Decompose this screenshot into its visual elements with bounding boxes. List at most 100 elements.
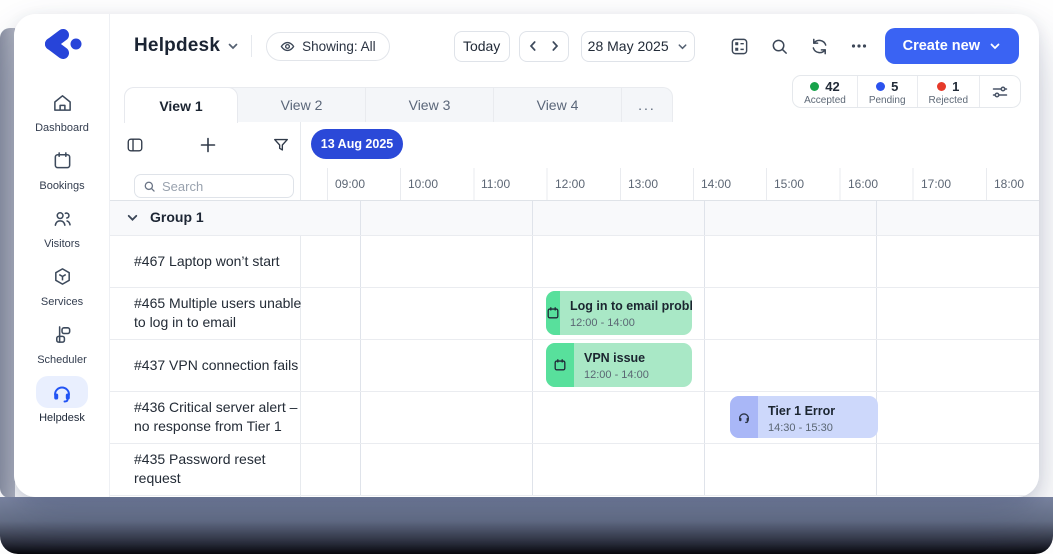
sidebar-item-visitors[interactable]: Visitors <box>14 202 110 260</box>
search-field <box>134 174 294 198</box>
create-new-button[interactable]: Create new <box>884 28 1019 64</box>
sidebar-item-label: Helpdesk <box>39 412 85 424</box>
page-title: Helpdesk <box>134 35 221 56</box>
search-icon <box>143 180 156 193</box>
header: Helpdesk Showing: All Today <box>110 26 1039 66</box>
main-area: Helpdesk Showing: All Today <box>110 14 1039 497</box>
rejected-dot <box>937 82 947 91</box>
create-new-label: Create new <box>902 38 980 54</box>
tab-view-2[interactable]: View 2 <box>238 88 366 122</box>
chevron-right-icon[interactable] <box>550 40 560 52</box>
ticket-row[interactable]: #436 Critical server alert – no response… <box>134 399 298 434</box>
photo-bottom-band <box>0 497 1053 554</box>
showing-filter-label: Showing: All <box>302 38 376 54</box>
sliders-icon[interactable] <box>980 76 1020 107</box>
event-vpn-issue[interactable]: VPN issue 12:00 - 14:00 <box>546 343 692 387</box>
search-icon[interactable] <box>770 37 789 56</box>
ticket-row[interactable]: #437 VPN connection fails <box>134 356 299 373</box>
title-chevron-down-icon[interactable] <box>227 40 239 52</box>
box-icon <box>36 260 88 292</box>
time-tick: 11:00 <box>481 177 511 191</box>
sidebar-item-label: Bookings <box>39 180 85 192</box>
sidebar-item-helpdesk[interactable]: Helpdesk <box>14 376 110 434</box>
calendar-icon <box>546 291 560 335</box>
event-tier1-error[interactable]: Tier 1 Error 14:30 - 15:30 <box>730 396 878 438</box>
ticket-row[interactable]: #435 Password reset request <box>134 451 266 486</box>
sidebar-item-services[interactable]: Services <box>14 260 110 318</box>
event-title: Log in to email problem <box>570 299 692 313</box>
selected-date-chip[interactable]: 13 Aug 2025 <box>311 129 403 159</box>
status-accepted[interactable]: 42 Accepted <box>793 76 858 107</box>
photo-left-edge <box>0 28 15 498</box>
time-tick: 15:00 <box>774 177 805 191</box>
group-header[interactable]: Group 1 <box>126 200 204 234</box>
tab-view-3[interactable]: View 3 <box>366 88 494 122</box>
app-logo <box>40 26 84 62</box>
status-pending[interactable]: 5 Pending <box>858 76 918 107</box>
time-tick: 09:00 <box>335 177 366 191</box>
header-icon-group <box>730 37 868 56</box>
more-options-icon[interactable] <box>850 37 868 55</box>
sidebar-item-bookings[interactable]: Bookings <box>14 144 110 202</box>
time-header-gridlines <box>327 168 989 200</box>
pending-count: 5 <box>891 79 899 94</box>
home-icon <box>36 86 88 118</box>
rejected-count: 1 <box>952 79 960 94</box>
event-email-problem[interactable]: Log in to email problem 12:00 - 14:00 <box>546 291 692 335</box>
layout-view-icon[interactable] <box>730 37 749 56</box>
today-button[interactable]: Today <box>453 30 510 62</box>
event-time: 14:30 - 15:30 <box>768 422 833 434</box>
accepted-count: 42 <box>825 79 840 94</box>
tab-more[interactable]: ... <box>638 97 656 113</box>
sidebar-nav: Dashboard Bookings <box>14 86 110 434</box>
status-summary: 42 Accepted 5 Pending 1 Rejected <box>792 75 1021 108</box>
tab-view-4[interactable]: View 4 <box>494 88 622 122</box>
event-title: Tier 1 Error <box>768 404 836 418</box>
sidebar-item-label: Services <box>40 296 84 308</box>
filter-funnel-icon[interactable] <box>271 135 291 155</box>
time-tick: 17:00 <box>921 177 952 191</box>
calendar-icon <box>546 343 574 387</box>
sidebar: Dashboard Bookings <box>14 14 110 497</box>
chevron-left-icon[interactable] <box>528 40 538 52</box>
showing-filter-pill[interactable]: Showing: All <box>266 31 390 61</box>
headset-icon <box>36 376 88 408</box>
date-picker-label: 28 May 2025 <box>587 38 669 54</box>
time-tick: 16:00 <box>848 177 879 191</box>
add-icon[interactable] <box>198 135 218 155</box>
refresh-icon[interactable] <box>810 37 829 56</box>
accepted-dot <box>810 82 820 91</box>
rejected-label: Rejected <box>928 95 968 106</box>
date-nav-group <box>518 30 569 62</box>
time-tick: 18:00 <box>994 177 1025 191</box>
chevron-down-icon <box>126 211 139 224</box>
date-picker-button[interactable]: 28 May 2025 <box>580 30 695 62</box>
group-label: Group 1 <box>150 209 204 225</box>
time-tick: 13:00 <box>628 177 659 191</box>
pending-dot <box>876 82 886 91</box>
headset-icon <box>730 396 758 438</box>
time-header-border <box>110 200 1039 201</box>
header-divider <box>251 35 253 57</box>
sidebar-item-dashboard[interactable]: Dashboard <box>14 86 110 144</box>
search-input[interactable] <box>162 178 285 194</box>
sidebar-item-scheduler[interactable]: Scheduler <box>14 318 110 376</box>
pending-label: Pending <box>868 95 906 106</box>
view-tabs: View 1 View 2 View 3 View 4 ... <box>124 87 673 123</box>
ticket-row[interactable]: #467 Laptop won’t start <box>134 252 280 269</box>
accepted-label: Accepted <box>804 95 846 106</box>
ticket-row[interactable]: #465 Multiple users unable to log in to … <box>134 295 302 330</box>
tab-view-1[interactable]: View 1 <box>124 87 238 123</box>
scheduler-panel: 13 Aug 2025 09:00 10:00 11: <box>110 122 1039 497</box>
panel-toggle-icon[interactable] <box>125 135 145 155</box>
time-tick: 14:00 <box>701 177 732 191</box>
time-tick: 12:00 <box>555 177 586 191</box>
sidebar-item-label: Scheduler <box>37 354 87 366</box>
status-rejected[interactable]: 1 Rejected <box>918 76 980 107</box>
sidebar-item-label: Dashboard <box>35 122 89 134</box>
time-tick: 10:00 <box>408 177 439 191</box>
event-time: 12:00 - 14:00 <box>584 369 649 381</box>
calendar-icon <box>36 144 88 176</box>
users-icon <box>36 202 88 234</box>
